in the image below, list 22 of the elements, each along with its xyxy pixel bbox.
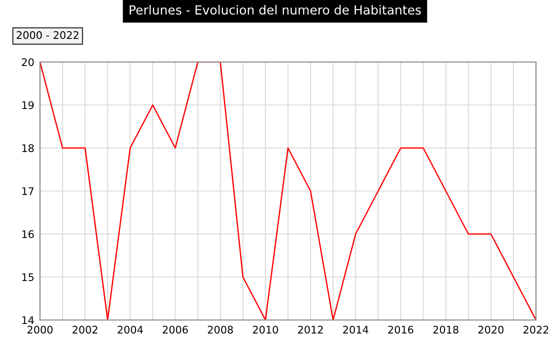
x-tick-label: 2006 (162, 326, 188, 334)
x-tick-label: 2022 (524, 326, 548, 334)
y-tick-label: 20 (22, 58, 34, 66)
y-tick-label: 15 (22, 273, 34, 282)
y-tick-label: 18 (22, 144, 34, 152)
y-tick-label: 17 (22, 187, 34, 195)
x-tick-label: 2010 (252, 326, 278, 334)
x-tick-label: 2004 (118, 326, 143, 334)
x-tick-label: 2016 (388, 326, 414, 334)
x-tick-label: 2014 (343, 326, 368, 334)
x-tick-label: 2020 (478, 326, 504, 334)
y-tick-label: 19 (22, 101, 34, 110)
y-tick-label: 16 (22, 230, 34, 238)
x-tick-label: 2008 (208, 326, 233, 334)
x-tick-label: 2018 (433, 326, 458, 334)
x-tick-label: 2012 (298, 326, 323, 334)
line-series (40, 62, 536, 320)
chart-title: Perlunes - Evolucion del numero de Habitantes (130, 4, 421, 15)
y-tick-label: 14 (22, 316, 34, 324)
text: 2000 - 2022 (16, 31, 78, 40)
x-tick-label: 2000 (28, 326, 53, 334)
x-tick-label: 2002 (72, 326, 98, 334)
